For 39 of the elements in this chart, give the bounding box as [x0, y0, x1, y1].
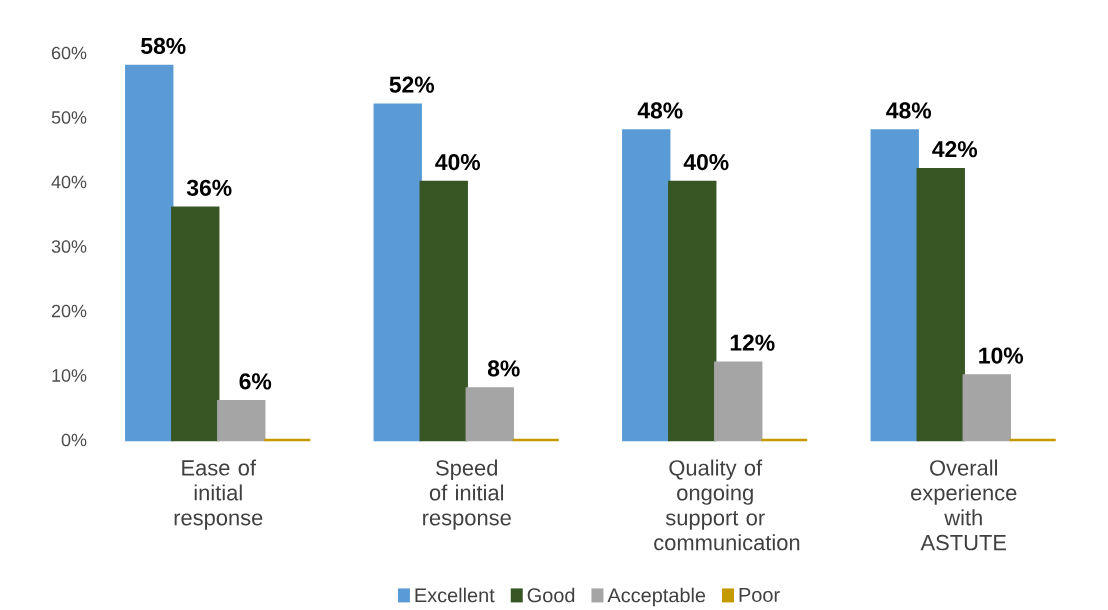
bar — [962, 374, 1011, 442]
y-tick-label: 30% — [51, 240, 87, 253]
x-tick-label: Ease of initial response — [174, 459, 263, 530]
bar — [870, 129, 919, 442]
data-label: 10% — [979, 347, 1024, 364]
data-label: 40% — [683, 153, 729, 171]
y-tick-label: 50% — [51, 111, 87, 124]
data-label: 48% — [637, 102, 683, 119]
bar — [714, 361, 763, 442]
x-tick-label: Overall experience with ASTUTE — [911, 459, 1017, 551]
y-tick-label: 40% — [51, 175, 87, 189]
y-tick-label: 20% — [51, 304, 87, 318]
legend-label: Excellent — [415, 587, 495, 603]
bar — [622, 129, 671, 442]
bar — [373, 103, 422, 442]
bar — [668, 180, 717, 442]
bar — [916, 167, 965, 442]
data-label: 48% — [886, 102, 932, 119]
bar — [465, 387, 514, 442]
legend-label: Acceptable — [607, 587, 706, 607]
y-tick-label: 60% — [51, 46, 87, 60]
legend-label: Poor — [739, 588, 780, 602]
data-label: 40% — [435, 153, 481, 171]
data-label: 8% — [487, 360, 520, 377]
data-label: 36% — [186, 179, 232, 196]
data-label: 58% — [141, 37, 186, 55]
x-tick-label: Speed of initial response — [423, 459, 511, 530]
bar — [125, 64, 174, 442]
x-tick-label: Quality of ongoing support or communication — [654, 459, 800, 551]
legend-label: Good — [527, 587, 575, 603]
data-label: 42% — [932, 141, 978, 158]
bar — [171, 206, 220, 442]
y-tick-label: 0% — [61, 433, 87, 447]
bar — [419, 180, 468, 442]
data-label: 12% — [730, 334, 775, 351]
y-tick-label: 10% — [52, 369, 87, 382]
data-label: 6% — [239, 373, 272, 390]
data-label: 52% — [389, 76, 435, 93]
bar — [217, 400, 266, 442]
